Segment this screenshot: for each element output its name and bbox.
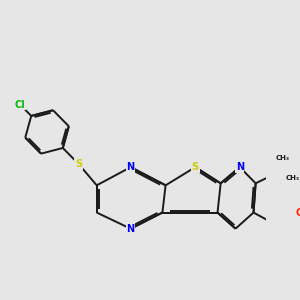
Text: Cl: Cl	[15, 100, 26, 110]
Text: CH₃: CH₃	[286, 175, 300, 181]
Text: N: N	[127, 224, 135, 234]
Text: CH₃: CH₃	[276, 154, 290, 160]
Text: O: O	[296, 208, 300, 218]
Text: N: N	[236, 162, 244, 172]
Text: S: S	[192, 162, 199, 172]
Text: N: N	[127, 162, 135, 172]
Text: S: S	[75, 159, 82, 169]
